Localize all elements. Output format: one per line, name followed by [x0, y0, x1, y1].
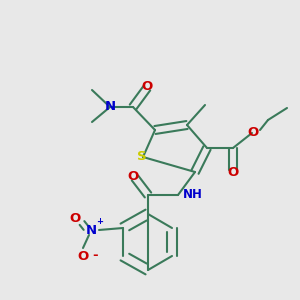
Text: NH: NH: [183, 188, 203, 202]
Text: O: O: [128, 169, 139, 182]
Text: N: N: [85, 224, 97, 236]
Text: O: O: [77, 250, 88, 262]
Text: O: O: [141, 80, 153, 92]
Text: S: S: [137, 151, 147, 164]
Text: N: N: [104, 100, 116, 113]
Text: O: O: [248, 127, 259, 140]
Text: -: -: [92, 250, 98, 262]
Text: O: O: [227, 166, 239, 178]
Text: +: +: [97, 218, 104, 226]
Text: O: O: [69, 212, 81, 224]
